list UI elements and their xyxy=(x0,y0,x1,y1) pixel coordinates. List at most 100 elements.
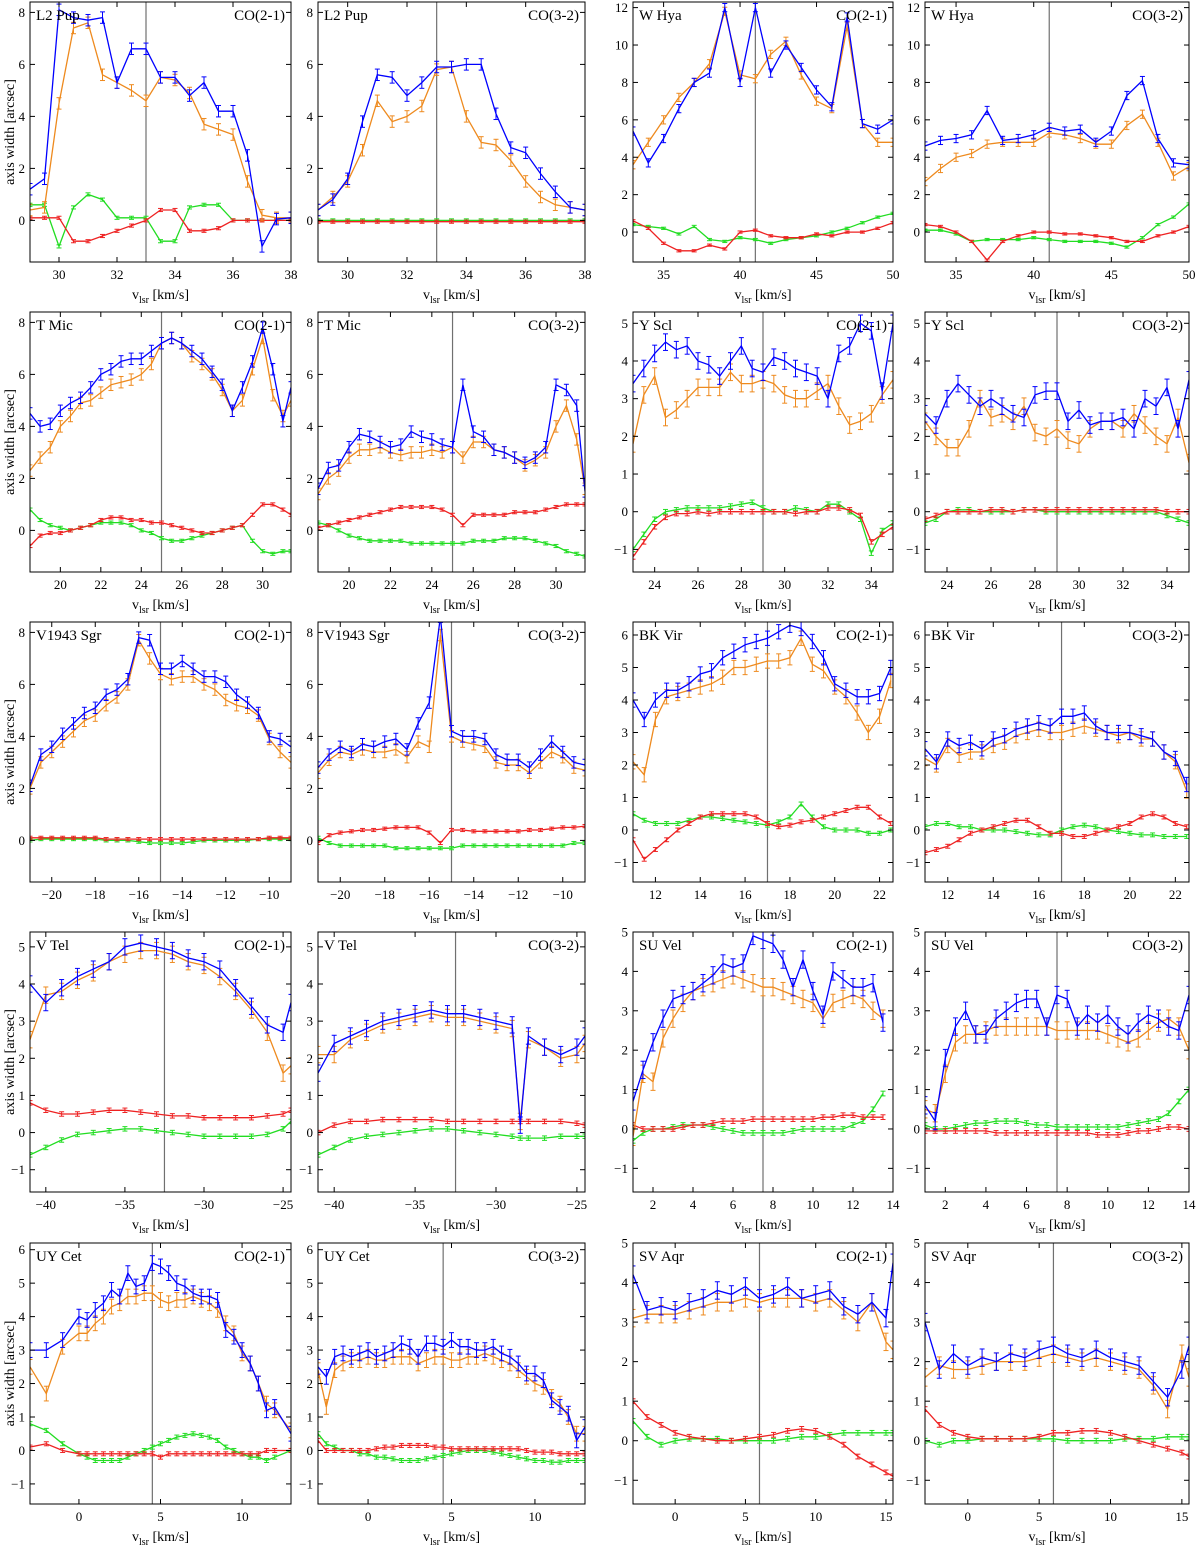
series-red-point xyxy=(799,1425,805,1432)
series-blue-point xyxy=(820,1005,826,1024)
series-green-point xyxy=(449,846,454,851)
series-red-point xyxy=(771,508,777,515)
x-tick-label: 26 xyxy=(175,577,189,592)
series-green-point xyxy=(326,840,332,846)
series-red-point xyxy=(673,510,679,517)
series-orange-point xyxy=(633,160,636,170)
series-blue-point xyxy=(697,666,703,682)
x-axis-label: vlsr [km/s] xyxy=(734,288,791,306)
series-green-point xyxy=(938,228,944,232)
series-green-point xyxy=(925,228,928,232)
series-blue-point xyxy=(418,430,424,444)
x-tick-label: −10 xyxy=(553,887,573,902)
y-tick-label: 0 xyxy=(19,523,26,538)
series-red-line xyxy=(925,813,1187,854)
x-tick-label: 4 xyxy=(690,1197,697,1212)
series-red-point xyxy=(990,824,996,830)
series-blue-point xyxy=(185,949,191,967)
series-orange-point xyxy=(538,190,543,204)
y-tick-label: 2 xyxy=(914,758,921,773)
series-green-point xyxy=(206,1434,212,1440)
x-tick-label: 10 xyxy=(807,1197,820,1212)
series-red-point xyxy=(532,1449,538,1455)
star-name-label: V1943 Sgr xyxy=(36,628,101,644)
series-red-point xyxy=(43,1107,49,1114)
series-red-point xyxy=(509,1118,515,1125)
series-orange-point xyxy=(938,163,944,174)
series-blue-point xyxy=(660,1009,666,1028)
series-blue-point xyxy=(870,974,876,993)
series-blue-point xyxy=(450,440,456,454)
series-red-point xyxy=(1145,1128,1151,1134)
series-green-point xyxy=(790,1128,796,1134)
series-red-point xyxy=(239,1451,245,1457)
x-tick-label: 32 xyxy=(1117,577,1130,592)
series-green-point xyxy=(984,237,990,242)
y-tick-label: 4 xyxy=(622,964,629,979)
series-blue-point xyxy=(641,711,647,728)
series-red-point xyxy=(428,1116,434,1123)
series-red-point xyxy=(449,827,454,833)
series-blue-point xyxy=(658,1297,664,1316)
series-green-point xyxy=(983,1120,989,1126)
series-red-point xyxy=(1050,1429,1056,1436)
y-tick-label: 0 xyxy=(914,225,921,240)
series-green-line xyxy=(633,1420,893,1446)
series-red-point xyxy=(407,1442,413,1448)
series-blue-point xyxy=(890,1253,893,1272)
series-green-point xyxy=(371,843,377,848)
series-red-point xyxy=(752,228,758,232)
x-axis-label: vlsr [km/s] xyxy=(423,1218,480,1236)
series-orange-point xyxy=(37,451,43,464)
series-red-point xyxy=(92,1451,98,1457)
y-tick-label: 1 xyxy=(914,1082,921,1097)
series-green-point xyxy=(641,817,647,823)
series-red-point xyxy=(1138,814,1144,820)
series-green-line xyxy=(633,803,891,834)
series-red-point xyxy=(879,531,885,538)
series-orange-line xyxy=(318,403,585,495)
x-tick-label: 0 xyxy=(76,1509,83,1524)
series-red-point xyxy=(969,239,975,244)
series-blue-point xyxy=(1155,133,1161,144)
series-green-point xyxy=(799,1433,805,1440)
series-red-point xyxy=(1093,830,1099,836)
series-blue-point xyxy=(390,1342,396,1358)
series-blue-point xyxy=(652,344,658,363)
series-red-point xyxy=(1036,1433,1042,1440)
series-green-point xyxy=(832,827,838,833)
series-green-point xyxy=(1186,1086,1189,1093)
y-tick-label: 0 xyxy=(914,1433,921,1448)
series-red-point xyxy=(1062,232,1068,236)
series-blue-point xyxy=(444,1005,450,1023)
series-green-point xyxy=(532,1457,538,1464)
series-red-point xyxy=(47,530,53,536)
series-blue-point xyxy=(460,378,466,392)
plot-frame xyxy=(317,931,586,1193)
series-blue-point xyxy=(1150,731,1156,747)
series-green-point xyxy=(1108,1437,1114,1444)
series-red-point xyxy=(357,1447,363,1453)
series-blue-point xyxy=(493,748,499,761)
series-blue-point xyxy=(71,717,76,730)
series-red-point xyxy=(1008,1435,1014,1442)
series-red-point xyxy=(574,1451,580,1457)
series-red-point xyxy=(360,219,365,224)
series-green-point xyxy=(543,541,549,546)
y-tick-label: 5 xyxy=(622,316,629,331)
y-axis-label: axis width [arcsec] xyxy=(3,79,18,185)
series-green-point xyxy=(728,503,733,509)
series-red-point xyxy=(1108,1429,1114,1436)
series-red-point xyxy=(356,515,362,520)
series-red-point xyxy=(219,528,225,533)
series-red-point xyxy=(963,1128,969,1134)
series-green-point xyxy=(890,520,893,526)
series-blue-point xyxy=(118,355,124,368)
series-red-point xyxy=(803,508,809,515)
series-orange-point xyxy=(641,767,647,783)
series-red-point xyxy=(652,847,658,852)
series-blue-point xyxy=(158,1258,163,1275)
series-red-point xyxy=(742,1435,748,1442)
series-red-point xyxy=(326,833,332,838)
y-tick-label: 2 xyxy=(307,1376,314,1391)
